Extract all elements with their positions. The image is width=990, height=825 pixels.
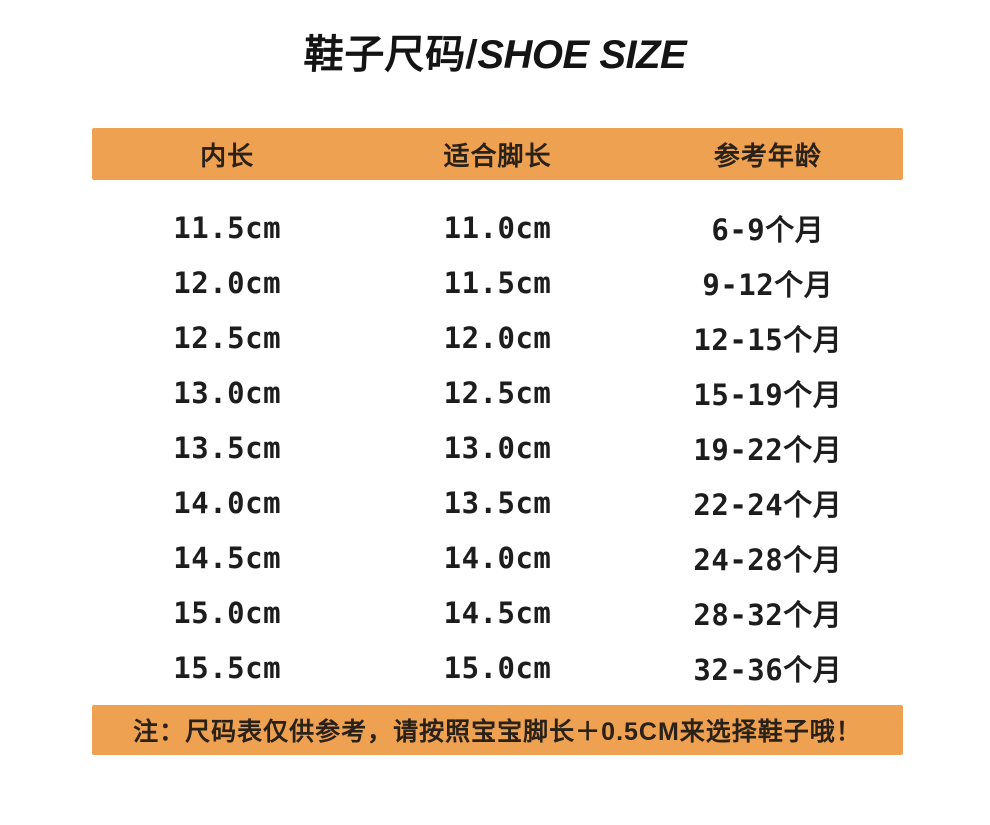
note-banner: 注：尺码表仅供参考，请按照宝宝脚长＋0.5CM来选择鞋子哦！: [92, 705, 903, 755]
table-row: 15.5cm 15.0cm 32-36个月: [92, 640, 903, 695]
cell-inner-length: 14.0cm: [173, 485, 282, 520]
table-row: 13.0cm 12.5cm 15-19个月: [92, 365, 903, 420]
cell-inner-length: 14.5cm: [173, 540, 282, 575]
cell-reference-age: 28-32个月: [693, 597, 843, 632]
cell-foot-length: 14.0cm: [443, 540, 552, 575]
table-row: 12.5cm 12.0cm 12-15个月: [92, 310, 903, 365]
cell-inner-length: 11.5cm: [173, 210, 282, 245]
cell-foot-length: 13.5cm: [443, 485, 552, 520]
cell-inner-length: 12.0cm: [173, 265, 282, 300]
column-header-foot-length: 适合脚长: [443, 140, 552, 171]
table-row: 14.0cm 13.5cm 22-24个月: [92, 475, 903, 530]
cell-foot-length: 12.5cm: [443, 375, 552, 410]
cell-reference-age: 19-22个月: [693, 432, 843, 467]
cell-reference-age: 9-12个月: [702, 267, 834, 302]
table-row: 11.5cm 11.0cm 6-9个月: [92, 200, 903, 255]
cell-foot-length: 11.0cm: [443, 210, 552, 245]
table-row: 12.0cm 11.5cm 9-12个月: [92, 255, 903, 310]
cell-reference-age: 12-15个月: [693, 322, 843, 357]
table-row: 14.5cm 14.0cm 24-28个月: [92, 530, 903, 585]
table-row: 15.0cm 14.5cm 28-32个月: [92, 585, 903, 640]
page-title-chinese: 鞋子尺码/: [302, 33, 479, 77]
cell-reference-age: 22-24个月: [693, 487, 843, 522]
cell-reference-age: 15-19个月: [693, 377, 843, 412]
column-header-reference-age: 参考年龄: [713, 140, 822, 171]
page-title: 鞋子尺码/SHOE SIZE: [0, 22, 990, 80]
cell-inner-length: 15.0cm: [173, 595, 282, 630]
cell-reference-age: 6-9个月: [711, 212, 825, 247]
cell-foot-length: 15.0cm: [443, 650, 552, 685]
cell-inner-length: 13.5cm: [173, 430, 282, 465]
cell-inner-length: 13.0cm: [173, 375, 282, 410]
column-header-inner-length: 内长: [200, 140, 255, 171]
cell-reference-age: 32-36个月: [693, 652, 843, 687]
cell-foot-length: 12.0cm: [443, 320, 552, 355]
table-header-row: 内长 适合脚长 参考年龄: [92, 128, 903, 180]
cell-foot-length: 11.5cm: [443, 265, 552, 300]
cell-inner-length: 12.5cm: [173, 320, 282, 355]
cell-foot-length: 13.0cm: [443, 430, 552, 465]
page-title-english: SHOE SIZE: [477, 33, 687, 77]
note-text: 注：尺码表仅供参考，请按照宝宝脚长＋0.5CM来选择鞋子哦！: [133, 718, 862, 746]
table-row: 13.5cm 13.0cm 19-22个月: [92, 420, 903, 475]
cell-foot-length: 14.5cm: [443, 595, 552, 630]
cell-reference-age: 24-28个月: [693, 542, 843, 577]
table-body: 11.5cm 11.0cm 6-9个月 12.0cm 11.5cm 9-12个月…: [92, 200, 903, 695]
cell-inner-length: 15.5cm: [173, 650, 282, 685]
